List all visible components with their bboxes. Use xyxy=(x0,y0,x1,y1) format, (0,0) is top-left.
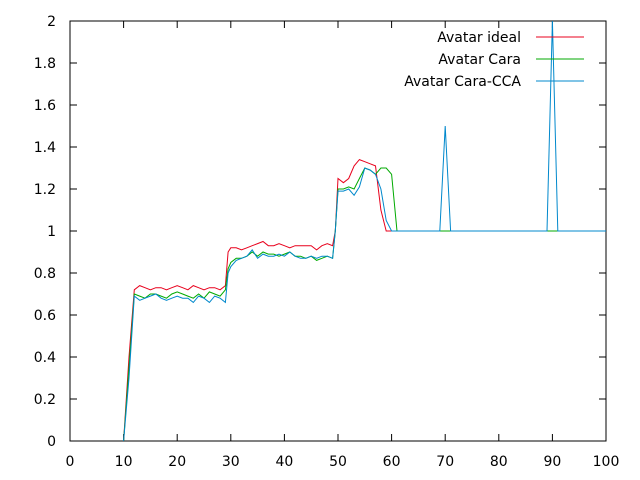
y-tick-label: 0.8 xyxy=(34,266,56,282)
x-tick-label: 0 xyxy=(66,454,75,470)
x-tick-label: 70 xyxy=(436,454,454,470)
x-tick-label: 90 xyxy=(543,454,561,470)
x-tick-label: 20 xyxy=(168,454,186,470)
series-line-3 xyxy=(123,20,606,442)
axis-ticks: 0 10 20 30 40 50 60 70 80 90 100 0 0.2 0.4 0.6 0.8 1 1.2 1… xyxy=(34,14,620,470)
y-tick-label: 1.4 xyxy=(34,140,56,156)
x-tick-label: 100 xyxy=(593,454,620,470)
y-tick-label: 1.8 xyxy=(34,56,56,72)
legend-label-2: Avatar Cara xyxy=(438,52,521,68)
x-tick-label: 60 xyxy=(383,454,401,470)
x-tick-label: 50 xyxy=(329,454,347,470)
x-tick-label: 30 xyxy=(222,454,240,470)
series-group xyxy=(123,20,606,442)
y-tick-label: 0.6 xyxy=(34,308,56,324)
y-tick-label: 0 xyxy=(47,434,56,450)
series-line-1 xyxy=(123,159,606,442)
x-tick-label: 10 xyxy=(115,454,133,470)
series-line-2 xyxy=(123,167,606,442)
legend-label-3: Avatar Cara-CCA xyxy=(404,74,521,90)
y-tick-label: 0.4 xyxy=(34,350,56,366)
y-tick-label: 0.2 xyxy=(34,392,56,408)
legend-label-1: Avatar ideal xyxy=(437,30,521,46)
x-tick-label: 80 xyxy=(490,454,508,470)
x-tick-label: 40 xyxy=(275,454,293,470)
y-tick-label: 2 xyxy=(47,14,56,30)
y-tick-label: 1 xyxy=(47,224,56,240)
y-tick-label: 1.2 xyxy=(34,182,56,198)
y-tick-label: 1.6 xyxy=(34,98,56,114)
legend: Avatar ideal Avatar Cara Avatar Cara-CCA xyxy=(404,30,584,90)
